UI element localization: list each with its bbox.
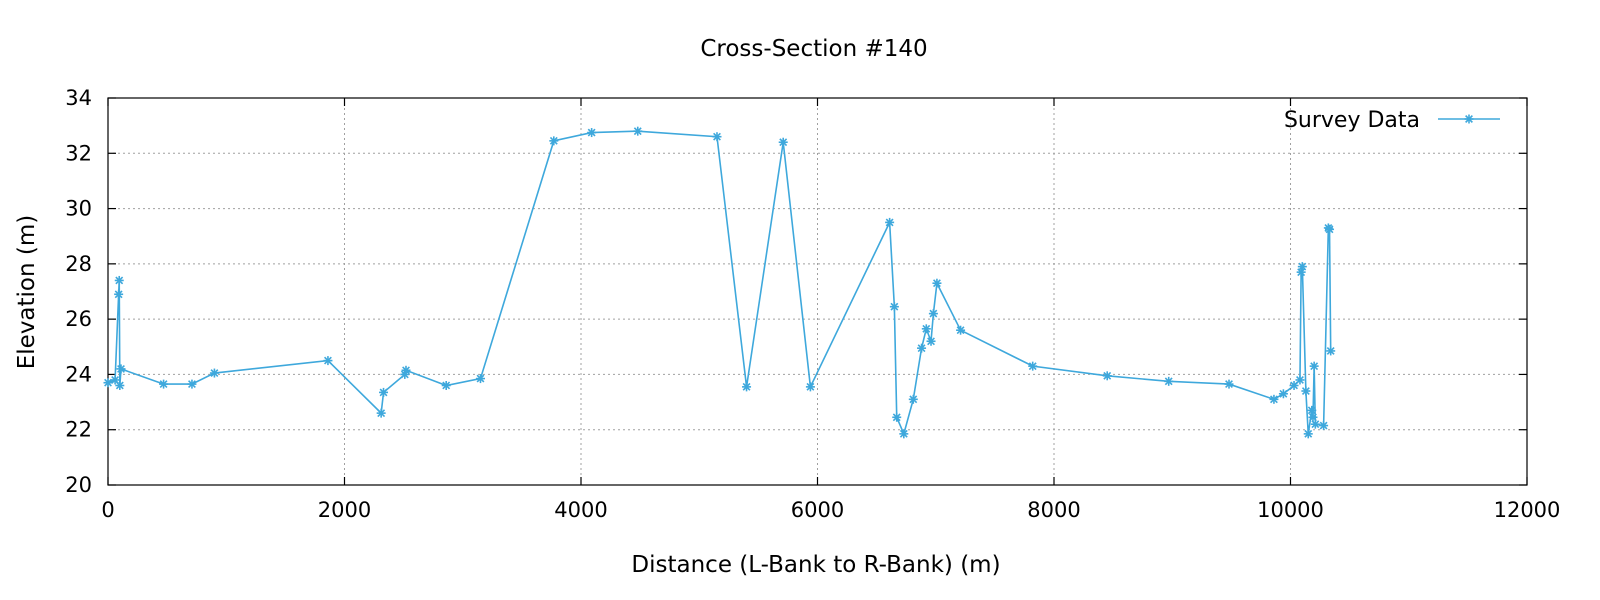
data-point [742,382,752,392]
data-point [778,137,788,147]
x-tick-label: 8000 [1027,498,1080,522]
data-point [114,289,124,299]
data-point [899,429,909,439]
data-point [1303,429,1313,439]
y-tick-label: 32 [65,141,92,165]
chart-title: Cross-Section #140 [700,36,927,62]
data-point [712,132,722,142]
plot-frame [107,97,1528,486]
data-point [1224,379,1234,389]
data-point [323,356,333,366]
data-point [587,128,597,138]
data-point [1319,421,1329,431]
y-tick-label: 34 [65,86,92,110]
y-tick-label: 20 [65,473,92,497]
data-point [116,364,126,374]
data-point [1308,412,1318,422]
y-axis-label: Elevation (m) [14,215,40,370]
legend: Survey Data [1284,108,1500,133]
legend-label: Survey Data [1284,108,1420,133]
y-axis: 20 22 24 26 28 30 32 34 [65,86,1527,497]
data-point [209,368,219,378]
data-point [1301,386,1311,396]
data-point [159,379,169,389]
data-point [908,394,918,404]
legend-marker [1464,114,1474,124]
data-point [889,302,899,312]
x-tick-label: 0 [101,498,114,522]
data-point [379,387,389,397]
data-point [441,380,451,390]
data-point [1164,376,1174,386]
data-point [892,412,902,422]
data-point [885,217,895,227]
y-tick-label: 28 [65,252,92,276]
data-point [917,343,927,353]
data-point [926,336,936,346]
data-point [549,136,559,146]
data-point [1310,419,1320,429]
x-tick-label: 2000 [318,498,371,522]
data-point [805,382,815,392]
x-tick-label: 6000 [791,498,844,522]
x-tick-label: 12000 [1494,498,1561,522]
data-point [376,408,386,418]
x-axis-label: Distance (L-Bank to R-Bank) (m) [631,552,1000,578]
data-point [1297,262,1307,272]
x-axis: 0 2000 4000 6000 8000 10000 12000 [101,98,1560,522]
data-point [928,309,938,319]
data-point [401,365,411,375]
data-point [400,369,410,379]
y-tick-label: 30 [65,197,92,221]
data-point [103,378,113,388]
data-point [921,324,931,334]
data-point [1295,375,1305,385]
data-point [956,325,966,335]
data-point [114,275,124,285]
data-point [1278,389,1288,399]
y-tick-label: 22 [65,418,92,442]
series-layer [103,126,1336,439]
data-point [475,374,485,384]
data-point [115,380,125,390]
data-point [1289,380,1299,390]
data-point [1325,224,1335,234]
x-tick-label: 4000 [554,498,607,522]
y-tick-label: 24 [65,362,92,386]
y-tick-label: 26 [65,307,92,331]
data-point [1326,346,1336,356]
series-line [107,130,1332,437]
data-point [1307,405,1317,415]
x-tick-label: 10000 [1257,498,1324,522]
data-point [187,379,197,389]
data-point [1028,361,1038,371]
data-point [633,126,643,136]
data-point [1269,394,1279,404]
data-point [1102,371,1112,381]
data-point [932,278,942,288]
data-point [1309,361,1319,371]
grid [108,98,1527,485]
legend-star-marker [1464,114,1474,124]
